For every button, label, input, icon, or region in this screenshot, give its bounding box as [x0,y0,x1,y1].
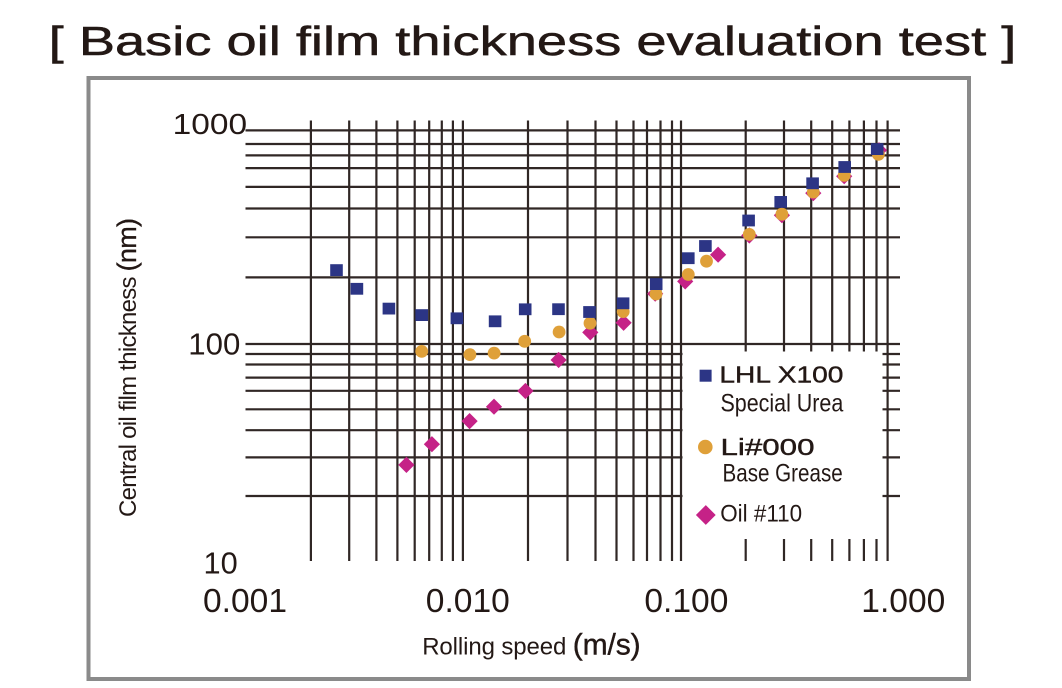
svg-text:0.001: 0.001 [203,583,287,620]
svg-text:Special Urea: Special Urea [721,389,844,417]
svg-text:LHL X100: LHL X100 [719,361,843,387]
svg-text:10: 10 [204,547,238,581]
svg-text:Rolling speed (m/s): Rolling speed (m/s) [422,629,640,662]
svg-text:[ Basic oil film thickness eva: [ Basic oil film thickness evaluation te… [49,18,1017,64]
svg-text:Base Grease: Base Grease [723,460,843,488]
svg-text:0.010: 0.010 [426,583,510,620]
svg-text:Li#000: Li#000 [721,434,815,460]
svg-text:Central oil film thickness (nm: Central oil film thickness (nm) [112,218,142,517]
svg-text:100: 100 [188,327,240,361]
svg-text:0.100: 0.100 [644,583,728,620]
svg-text:1.000: 1.000 [861,583,945,620]
svg-text:1000: 1000 [173,109,247,141]
svg-text:Oil #110: Oil #110 [720,500,802,527]
